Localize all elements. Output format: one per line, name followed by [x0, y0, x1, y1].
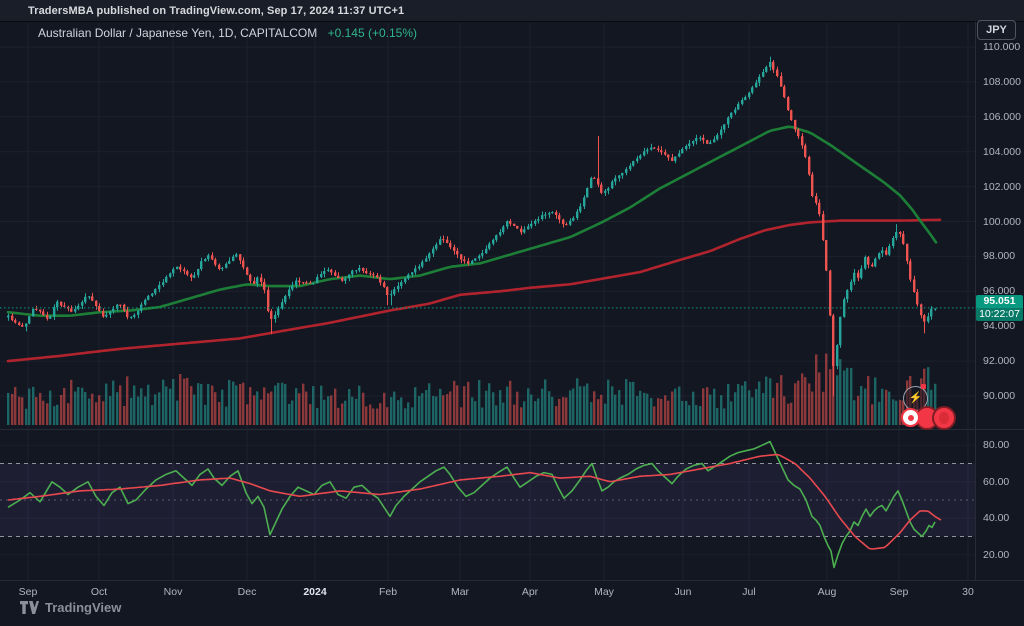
symbol-description[interactable]: Australian Dollar / Japanese Yen, 1D, CA… — [38, 26, 318, 40]
price-tick-label: 104.000 — [983, 145, 1021, 158]
lightning-events-icon[interactable]: ⚡ — [903, 386, 928, 411]
rsi-tick-label: 20.00 — [983, 548, 1010, 561]
price-tick-label: 92.000 — [983, 355, 1016, 368]
time-tick-label: Sep — [889, 586, 909, 598]
last-price-value: 95.051 — [976, 294, 1023, 308]
time-tick-label: Dec — [237, 586, 257, 598]
rsi-tick-label: 40.00 — [983, 512, 1010, 525]
rsi-tick-label: 80.00 — [983, 439, 1010, 452]
bar-countdown: 10:22:07 — [976, 307, 1023, 321]
currency-toggle-button[interactable]: JPY — [977, 20, 1016, 40]
time-tick-label: May — [594, 586, 614, 598]
tradingview-logo-text: TradingView — [45, 600, 122, 615]
tradingview-mark-icon — [20, 601, 39, 614]
time-tick-label: Aug — [817, 586, 837, 598]
price-tick-label: 102.000 — [983, 180, 1021, 193]
price-tick-label: 96.000 — [983, 285, 1016, 298]
time-tick-label: Feb — [378, 586, 398, 598]
last-price-label: 95.051 10:22:07 — [976, 294, 1023, 321]
notification-dot-icon — [921, 384, 926, 389]
time-tick-label: Mar — [450, 586, 470, 598]
event-badge-icon — [901, 408, 920, 427]
time-tick-label: Nov — [163, 586, 183, 598]
publish-bar: TradersMBA published on TradingView.com,… — [0, 0, 1024, 22]
price-tick-label: 94.000 — [983, 320, 1016, 333]
price-tick-label: 110.000 — [983, 41, 1021, 53]
time-tick-label: Jul — [742, 586, 756, 598]
price-change: +0.145 (+0.15%) — [327, 26, 417, 40]
time-tick-label: Jun — [674, 586, 692, 598]
tradingview-logo[interactable]: TradingView — [20, 600, 121, 615]
price-tick-label: 106.000 — [983, 110, 1021, 123]
price-tick-label: 100.000 — [983, 215, 1021, 228]
time-tick-label: Oct — [90, 586, 108, 598]
price-tick-label: 98.000 — [983, 250, 1016, 263]
time-tick-label: 30 — [962, 586, 974, 598]
time-tick-label: Apr — [521, 586, 539, 598]
price-tick-label: 108.000 — [983, 75, 1021, 88]
rsi-tick-label: 60.00 — [983, 475, 1010, 488]
symbol-title: Australian Dollar / Japanese Yen, 1D, CA… — [38, 26, 417, 40]
event-badge-icon — [932, 406, 956, 430]
time-tick-label: Sep — [18, 586, 38, 598]
time-tick-label: 2024 — [303, 586, 327, 598]
price-tick-label: 90.000 — [983, 390, 1016, 402]
publish-bar-text: TradersMBA published on TradingView.com,… — [28, 5, 405, 17]
